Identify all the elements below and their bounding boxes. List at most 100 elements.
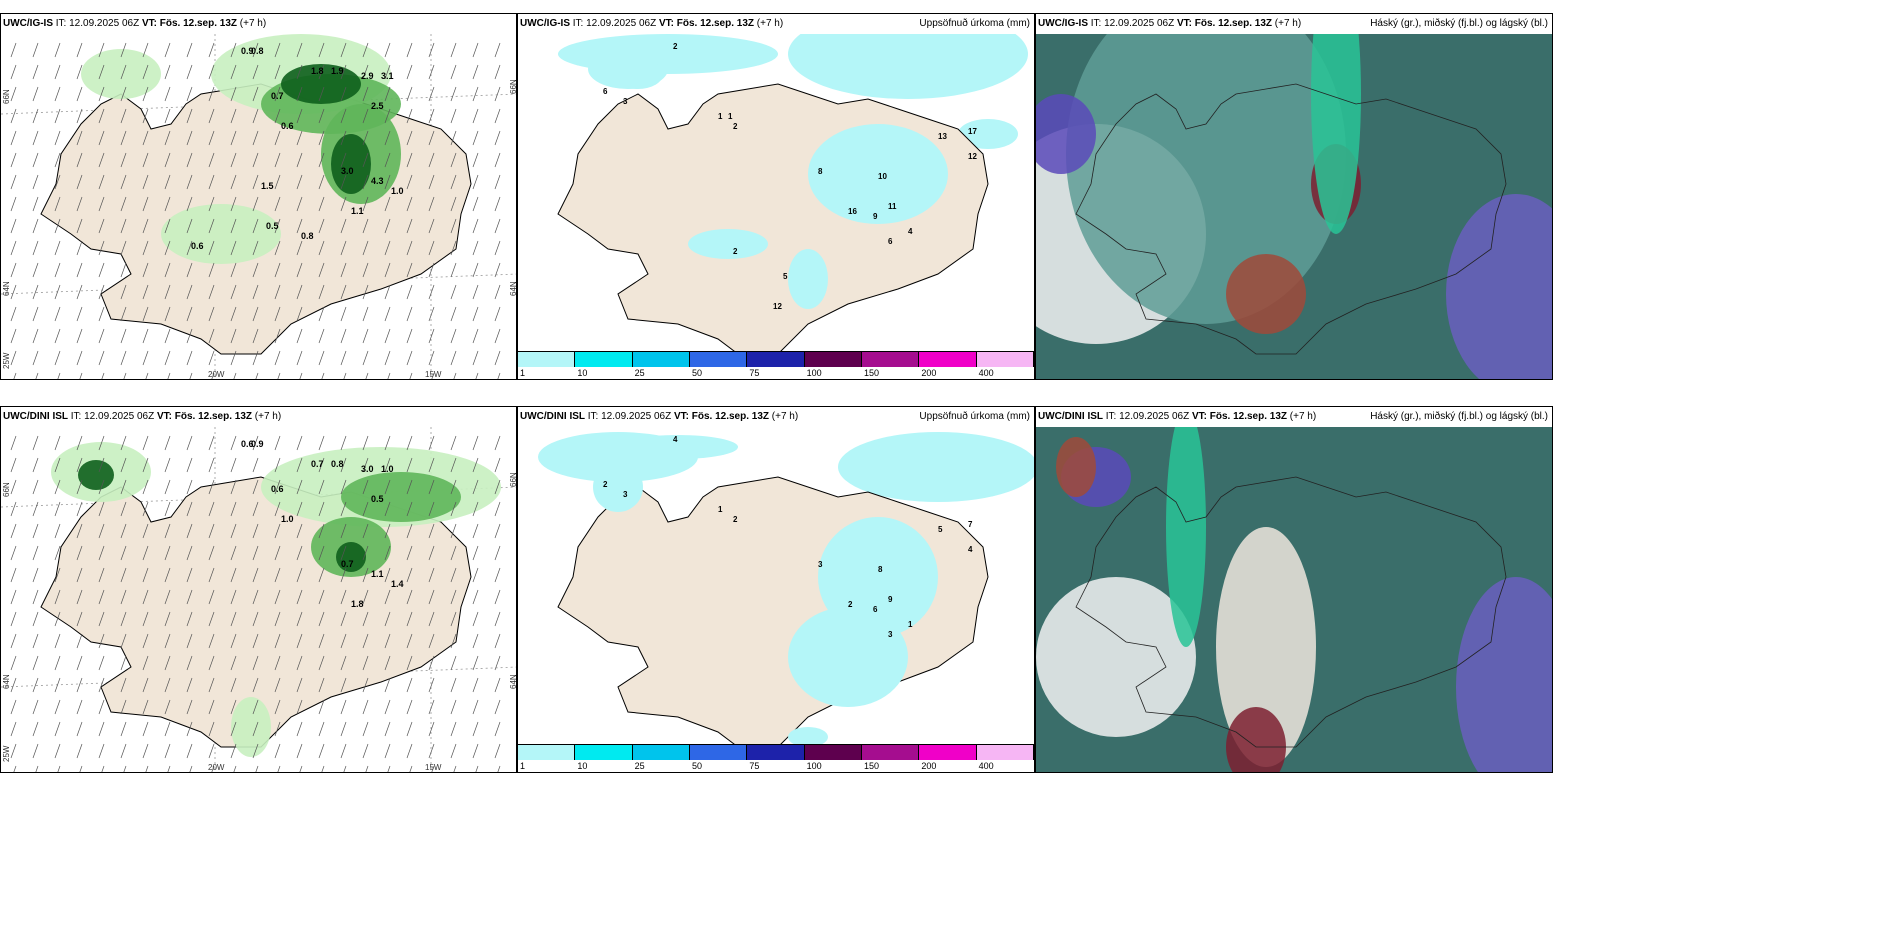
- wind-barb: [318, 328, 325, 344]
- wind-barb: [142, 42, 149, 58]
- wind-barb: [296, 350, 303, 366]
- wind-barb: [32, 240, 39, 256]
- wind-barb: [428, 479, 435, 495]
- colorbar-swatch: [976, 744, 1034, 760]
- wind-barb: [10, 699, 17, 715]
- wind-barb: [450, 174, 457, 190]
- wind-barb: [340, 699, 347, 715]
- wind-barb: [35, 372, 39, 379]
- wind-barb: [252, 240, 259, 256]
- wind-barb: [274, 677, 281, 693]
- wind-barb: [406, 633, 413, 649]
- wind-barb: [428, 523, 435, 539]
- wind-barb: [472, 633, 479, 649]
- wind-barb: [296, 196, 303, 212]
- wind-barb: [362, 108, 369, 124]
- precip-value-label: 0.9: [251, 439, 264, 449]
- wind-barb: [13, 372, 17, 379]
- wind-barb: [494, 721, 501, 737]
- wind-barb: [296, 108, 303, 124]
- wind-barb: [296, 435, 303, 451]
- wind-barb: [142, 262, 149, 278]
- wind-barb: [186, 240, 193, 256]
- wind-barb: [252, 218, 259, 234]
- wind-barb: [472, 721, 479, 737]
- wind-barb: [475, 765, 479, 772]
- wind-barb: [494, 545, 501, 561]
- wind-barb: [472, 196, 479, 212]
- wind-barb: [208, 42, 215, 58]
- wind-barb: [79, 765, 83, 772]
- wind-barb: [494, 479, 501, 495]
- wind-barb: [230, 479, 237, 495]
- wind-barb: [230, 523, 237, 539]
- wind-barb: [384, 523, 391, 539]
- wind-barb: [98, 611, 105, 627]
- wind-barb: [142, 108, 149, 124]
- wind-barb: [98, 306, 105, 322]
- wind-barb: [321, 372, 325, 379]
- wind-barb: [142, 350, 149, 366]
- accum-value-label: 9: [888, 595, 893, 604]
- wind-barb: [472, 350, 479, 366]
- wind-barb: [32, 262, 39, 278]
- wind-barb: [274, 567, 281, 583]
- wind-barb: [76, 130, 83, 146]
- wind-barb: [274, 743, 281, 759]
- wind-barb: [32, 130, 39, 146]
- wind-barb: [472, 743, 479, 759]
- precip-value-label: 0.8: [301, 231, 314, 241]
- wind-barb: [494, 64, 501, 80]
- wind-barb: [98, 174, 105, 190]
- wind-barb: [428, 240, 435, 256]
- wind-barb: [340, 86, 347, 102]
- wind-barb: [35, 765, 39, 772]
- wind-barb: [274, 108, 281, 124]
- wind-barb: [494, 501, 501, 517]
- wind-barb: [340, 306, 347, 322]
- wind-barb: [296, 611, 303, 627]
- wind-barb: [164, 567, 171, 583]
- wind-barb: [362, 611, 369, 627]
- wind-barb: [208, 457, 215, 473]
- wind-barb: [164, 699, 171, 715]
- wind-barb: [208, 64, 215, 80]
- colorbar-tick: 75: [749, 368, 760, 378]
- wind-barb: [299, 372, 303, 379]
- wind-barb: [450, 589, 457, 605]
- accum-value-label: 8: [818, 167, 823, 176]
- wind-barb: [10, 677, 17, 693]
- wind-barb: [208, 589, 215, 605]
- colorbar-tick: 200: [921, 761, 937, 771]
- cloud-layer: [1166, 427, 1206, 647]
- wind-barb: [252, 743, 259, 759]
- wind-barb: [142, 611, 149, 627]
- wind-barb: [208, 523, 215, 539]
- wind-barb: [54, 262, 61, 278]
- wind-barb: [98, 284, 105, 300]
- wind-barb: [494, 699, 501, 715]
- wind-barb: [142, 284, 149, 300]
- wind-barb: [145, 765, 149, 772]
- wind-barb: [384, 435, 391, 451]
- wind-barb: [472, 284, 479, 300]
- wind-barb: [120, 174, 127, 190]
- wind-barb: [296, 655, 303, 671]
- wind-barb: [296, 501, 303, 517]
- wind-barb: [428, 633, 435, 649]
- wind-barb: [98, 501, 105, 517]
- wind-barb: [296, 721, 303, 737]
- wind-barb: [252, 284, 259, 300]
- wind-barb: [208, 86, 215, 102]
- wind-barb: [76, 350, 83, 366]
- wind-barb: [296, 567, 303, 583]
- accum-value-label: 8: [878, 565, 883, 574]
- wind-barb: [32, 152, 39, 168]
- colorbar-swatch: [862, 351, 920, 367]
- wind-barb: [494, 328, 501, 344]
- colorbar-swatch: [575, 351, 633, 367]
- wind-barb: [142, 633, 149, 649]
- wind-barb: [142, 64, 149, 80]
- wind-barb: [494, 589, 501, 605]
- wind-barb: [252, 611, 259, 627]
